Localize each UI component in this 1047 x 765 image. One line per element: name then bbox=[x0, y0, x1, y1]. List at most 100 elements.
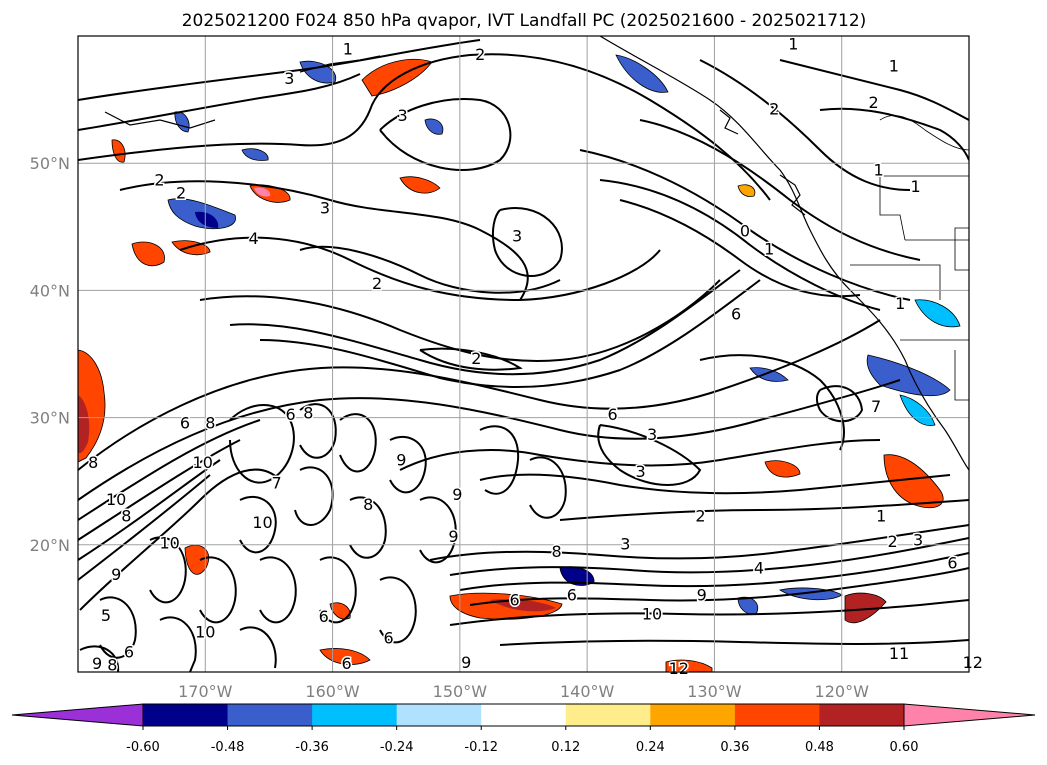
contour-line bbox=[199, 556, 237, 624]
border-path bbox=[954, 350, 969, 401]
y-axis-ticks: 50°N 40°N 30°N 20°N bbox=[30, 154, 70, 555]
coastline-path bbox=[779, 174, 806, 216]
contour-line bbox=[78, 319, 881, 471]
contour-label: 6 bbox=[341, 654, 351, 673]
contour-line bbox=[79, 468, 281, 611]
colorbar-label: -0.48 bbox=[211, 740, 245, 755]
contour-label: 6 bbox=[285, 405, 295, 424]
contour-line bbox=[199, 279, 721, 362]
contour-label: 6 bbox=[124, 643, 134, 662]
contour-label: 6 bbox=[947, 554, 957, 573]
contour-line bbox=[349, 496, 387, 559]
colorbar-label: 0.36 bbox=[720, 740, 749, 755]
contour-line bbox=[299, 403, 337, 459]
contour-label: 3 bbox=[284, 69, 294, 88]
map-frame bbox=[77, 35, 970, 673]
fill-blob bbox=[254, 187, 271, 197]
x-tick-label: 150°W bbox=[433, 682, 488, 701]
contour-line bbox=[119, 180, 529, 301]
border-path bbox=[850, 264, 941, 300]
contour-label: 7 bbox=[271, 473, 281, 492]
border-path bbox=[879, 115, 969, 151]
contour-line bbox=[99, 596, 137, 659]
colorbar-segment bbox=[312, 704, 398, 726]
contour-label: 6 bbox=[180, 414, 190, 433]
x-tick-label: 160°W bbox=[305, 682, 360, 701]
contour-label: 8 bbox=[121, 507, 131, 526]
contour-line bbox=[619, 199, 861, 298]
contour-line bbox=[78, 419, 261, 521]
contour-line bbox=[78, 439, 241, 541]
colorbar-extend-low bbox=[11, 703, 144, 727]
contour-line bbox=[299, 245, 561, 294]
contour-label: 3 bbox=[397, 106, 407, 125]
x-tick-label: 130°W bbox=[687, 682, 742, 701]
contour-line bbox=[419, 496, 457, 564]
contour-line bbox=[259, 279, 761, 389]
colorbar-segment bbox=[819, 704, 905, 726]
coastline-path bbox=[719, 109, 739, 135]
contour-label: 2 bbox=[176, 183, 186, 202]
contour-label: 2 bbox=[475, 45, 485, 64]
fill-blob bbox=[883, 454, 944, 509]
fill-blob bbox=[424, 118, 444, 135]
contour-label: 6 bbox=[567, 585, 577, 604]
fill-blob bbox=[665, 659, 713, 672]
contour-line bbox=[479, 425, 520, 495]
contour-line bbox=[491, 207, 563, 277]
contour-label: 8 bbox=[205, 414, 215, 433]
contour-line bbox=[239, 626, 277, 669]
contour-label: 9 bbox=[396, 451, 406, 470]
border-path bbox=[954, 227, 969, 271]
contour-line bbox=[159, 616, 197, 672]
fill-blob bbox=[866, 354, 951, 397]
contour-line bbox=[419, 347, 523, 371]
contour-label: 3 bbox=[620, 535, 630, 554]
fill-blob bbox=[399, 176, 441, 194]
contour-label: 12 bbox=[963, 653, 983, 672]
contour-line bbox=[639, 119, 921, 261]
colorbar-segment bbox=[734, 704, 820, 726]
x-tick-label: 140°W bbox=[560, 682, 615, 701]
y-tick-label: 40°N bbox=[30, 281, 70, 300]
contour-label: 2 bbox=[769, 100, 779, 119]
contour-label: 6 bbox=[319, 607, 329, 626]
colorbar-segment bbox=[481, 704, 567, 726]
contour-label: 1 bbox=[876, 507, 886, 526]
contour-line bbox=[379, 576, 417, 644]
contour-label: 5 bbox=[101, 606, 111, 625]
contour-label: 6 bbox=[731, 304, 741, 323]
contour-line bbox=[78, 39, 481, 101]
contour-line bbox=[449, 599, 969, 626]
contour-label: 10 bbox=[252, 513, 272, 532]
contour-line bbox=[459, 552, 969, 591]
contour-label: 12 bbox=[669, 659, 689, 678]
contour-line bbox=[78, 73, 361, 131]
coastline-path bbox=[299, 55, 381, 73]
contour-line bbox=[79, 645, 120, 672]
contour-line bbox=[149, 536, 187, 604]
contour-label: 3 bbox=[512, 227, 522, 246]
contour-line bbox=[339, 413, 377, 473]
contour-label: 1 bbox=[788, 35, 798, 54]
contour-label: 4 bbox=[249, 229, 259, 248]
colorbar-label: 0.48 bbox=[805, 740, 834, 755]
contour-label: 8 bbox=[552, 542, 562, 561]
contour-label: 9 bbox=[92, 654, 102, 673]
contour-line bbox=[479, 473, 951, 495]
fill-blob bbox=[241, 148, 269, 161]
contour-label: 10 bbox=[106, 490, 126, 509]
contour-line bbox=[779, 59, 969, 121]
contour-line bbox=[229, 404, 295, 484]
contour-label: 6 bbox=[383, 629, 393, 648]
colorbar-segment bbox=[565, 704, 651, 726]
colorbar-label: 0.24 bbox=[636, 740, 665, 755]
contour-label: 10 bbox=[193, 453, 213, 472]
contour-label: 1 bbox=[889, 56, 899, 75]
contour-line bbox=[449, 537, 969, 576]
contour-label: 2 bbox=[695, 507, 705, 526]
contour-label: 8 bbox=[303, 404, 313, 423]
contour-label: 8 bbox=[363, 495, 373, 514]
contour-line bbox=[379, 98, 512, 171]
